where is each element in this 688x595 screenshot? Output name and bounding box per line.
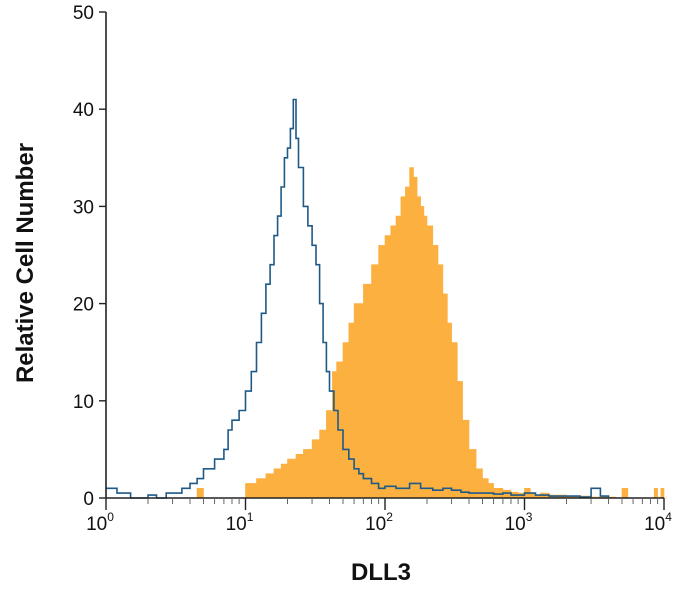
- x-tick-label-0: 100: [86, 510, 114, 535]
- series-layer: [106, 98, 667, 499]
- y-tick-label-1: 10: [73, 392, 94, 413]
- x-tick-label-exp-3: 3: [526, 510, 533, 524]
- x-tick-label-base-4: 10: [644, 514, 665, 535]
- x-tick-label-3: 103: [505, 510, 533, 535]
- y-ticks: 0 10 20 30 40 50: [73, 3, 106, 510]
- x-ticks: 100 101 102 103 104: [86, 498, 672, 535]
- x-tick-label-exp-0: 0: [107, 510, 114, 524]
- x-tick-label-base-2: 10: [365, 514, 386, 535]
- x-tick-label-1: 101: [226, 510, 254, 535]
- y-tick-label-4: 40: [73, 100, 94, 121]
- x-tick-label-exp-4: 4: [665, 510, 672, 524]
- series-outline-1: [106, 98, 610, 499]
- x-tick-label-exp-1: 1: [247, 510, 254, 524]
- x-tick-label-exp-2: 2: [386, 510, 393, 524]
- x-tick-label-2: 102: [365, 510, 393, 535]
- y-tick-label-2: 20: [73, 295, 94, 316]
- x-tick-label-base-0: 10: [86, 514, 107, 535]
- x-tick-label-base-3: 10: [505, 514, 526, 535]
- x-axis-title: DLL3: [351, 559, 411, 586]
- x-tick-label-4: 104: [644, 510, 672, 535]
- series-filled-0: [106, 167, 667, 499]
- x-tick-label-base-1: 10: [226, 514, 247, 535]
- y-tick-label-0: 0: [83, 489, 94, 510]
- y-tick-label-5: 50: [73, 3, 94, 24]
- y-tick-label-3: 30: [73, 197, 94, 218]
- x-minor-ticks: [147, 498, 659, 504]
- y-axis-title: Relative Cell Number: [12, 143, 39, 383]
